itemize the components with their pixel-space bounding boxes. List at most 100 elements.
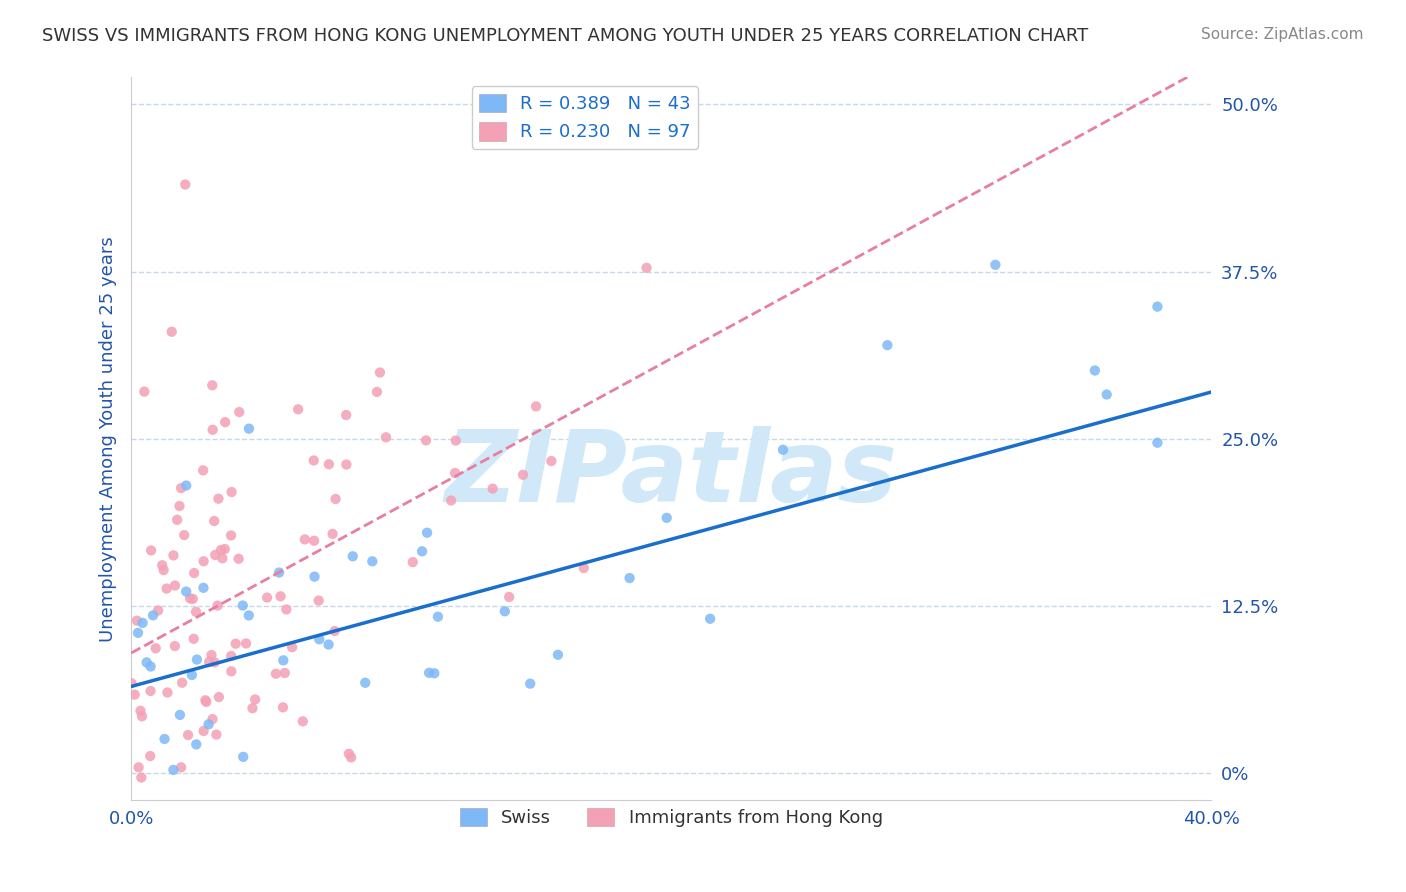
Point — [524, 400, 547, 414]
Point — [134, 384, 156, 399]
Point — [202, 514, 225, 528]
Point — [174, 478, 197, 492]
Point — [318, 457, 340, 471]
Point — [337, 747, 360, 761]
Point — [270, 590, 292, 604]
Point — [204, 548, 226, 562]
Point — [197, 717, 219, 731]
Point — [179, 591, 201, 606]
Text: SWISS VS IMMIGRANTS FROM HONG KONG UNEMPLOYMENT AMONG YOUTH UNDER 25 YEARS CORRE: SWISS VS IMMIGRANTS FROM HONG KONG UNEMP… — [42, 27, 1088, 45]
Point — [273, 653, 295, 667]
Point — [219, 528, 242, 542]
Point — [354, 675, 377, 690]
Point — [209, 543, 232, 558]
Point — [214, 415, 236, 429]
Point — [193, 463, 215, 477]
Point — [129, 704, 152, 718]
Point — [274, 665, 297, 680]
Point — [225, 637, 247, 651]
Point — [291, 714, 314, 729]
Point — [128, 760, 150, 774]
Point — [335, 458, 357, 472]
Point — [984, 258, 1007, 272]
Point — [205, 728, 228, 742]
Point — [512, 467, 534, 482]
Point — [308, 632, 330, 647]
Point — [481, 482, 503, 496]
Point — [325, 491, 347, 506]
Point — [131, 615, 153, 630]
Point — [494, 604, 516, 618]
Point — [200, 648, 222, 662]
Point — [201, 423, 224, 437]
Point — [444, 466, 467, 480]
Point — [125, 614, 148, 628]
Point — [323, 624, 346, 638]
Point — [519, 676, 541, 690]
Legend: Swiss, Immigrants from Hong Kong: Swiss, Immigrants from Hong Kong — [453, 801, 890, 835]
Point — [699, 612, 721, 626]
Point — [228, 551, 250, 566]
Point — [152, 563, 174, 577]
Point — [361, 554, 384, 568]
Point — [1084, 363, 1107, 377]
Point — [440, 493, 463, 508]
Point — [131, 771, 153, 785]
Point — [221, 485, 243, 500]
Point — [160, 325, 183, 339]
Point — [169, 499, 191, 513]
Point — [145, 641, 167, 656]
Y-axis label: Unemployment Among Youth under 25 years: Unemployment Among Youth under 25 years — [100, 236, 117, 641]
Point — [1146, 300, 1168, 314]
Point — [150, 558, 173, 573]
Point — [416, 525, 439, 540]
Point — [318, 638, 340, 652]
Point — [235, 636, 257, 650]
Point — [619, 571, 641, 585]
Point — [177, 728, 200, 742]
Point — [186, 738, 208, 752]
Point — [243, 692, 266, 706]
Point — [335, 408, 357, 422]
Point — [264, 666, 287, 681]
Text: ZIPatlas: ZIPatlas — [444, 426, 898, 524]
Point — [139, 659, 162, 673]
Point — [172, 675, 194, 690]
Point — [368, 366, 391, 380]
Point — [201, 378, 224, 392]
Point — [294, 533, 316, 547]
Point — [207, 599, 229, 613]
Point — [1146, 435, 1168, 450]
Point — [208, 690, 231, 704]
Point — [180, 668, 202, 682]
Point — [281, 640, 304, 655]
Point — [238, 422, 260, 436]
Point — [426, 609, 449, 624]
Point — [153, 731, 176, 746]
Point — [186, 652, 208, 666]
Point — [242, 701, 264, 715]
Point — [184, 605, 207, 619]
Point — [269, 566, 291, 580]
Point — [214, 541, 236, 556]
Point — [444, 434, 467, 448]
Point — [304, 569, 326, 583]
Point — [498, 590, 520, 604]
Point — [655, 511, 678, 525]
Point — [127, 625, 149, 640]
Point — [201, 712, 224, 726]
Point — [156, 685, 179, 699]
Point — [375, 430, 398, 444]
Point — [636, 260, 658, 275]
Point — [183, 632, 205, 646]
Point — [174, 178, 197, 192]
Point — [207, 491, 229, 506]
Point — [415, 434, 437, 448]
Point — [195, 695, 218, 709]
Point — [194, 693, 217, 707]
Point — [276, 602, 298, 616]
Point — [221, 665, 243, 679]
Point — [308, 593, 330, 607]
Point — [162, 763, 184, 777]
Point — [302, 453, 325, 467]
